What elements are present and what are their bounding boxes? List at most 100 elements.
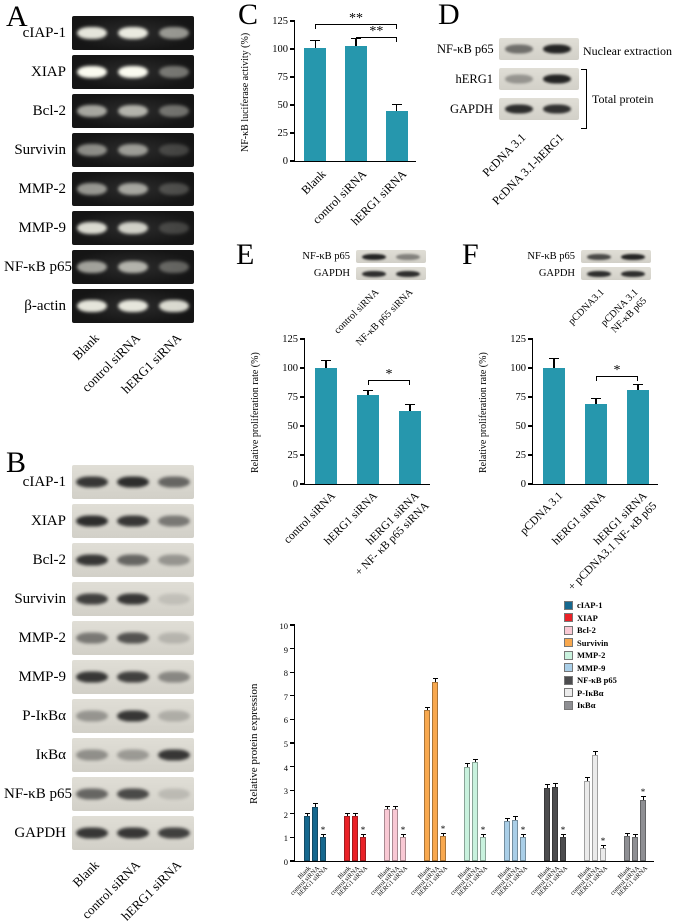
error-bar-cap [520, 834, 526, 836]
grouped-bar-MMP-9 [511, 819, 519, 861]
y-axis-tick [290, 695, 295, 697]
y-axis-tick-label: 10 [279, 621, 289, 631]
legend-color-swatch [564, 625, 573, 635]
legend-label: IκBα [577, 700, 596, 710]
error-bar-cap [432, 678, 438, 680]
blot-row-label: MMP-2 [18, 629, 66, 646]
grouped-bar-Survivin [423, 709, 431, 861]
error-bar-cap [544, 784, 550, 786]
protein-band [505, 44, 533, 54]
y-axis-tick [290, 671, 295, 673]
error-bar [354, 813, 356, 817]
panel-a-label: A [6, 0, 28, 33]
y-axis-tick-label: 125 [282, 334, 298, 345]
protein-band [587, 253, 611, 260]
y-axis-tick-label: 125 [510, 334, 526, 345]
y-axis-tick-label: 0 [520, 479, 526, 490]
grouped-bar-Survivin [439, 836, 447, 861]
grouped-bar-cIAP-1 [311, 806, 319, 861]
protein-band [621, 270, 645, 277]
blot-row: GAPDH [523, 267, 651, 280]
significance-star: * [480, 825, 486, 836]
y-axis-tick [290, 718, 295, 720]
y-axis-tick-label: 75 [277, 72, 289, 83]
error-bar [466, 764, 468, 767]
protein-band [118, 183, 148, 195]
y-axis-tick-label: 100 [282, 363, 298, 374]
protein-expression-chart: Relative protein expression 0 1 2 3 4 5 6 7 8 9 10… [230, 596, 681, 921]
y-axis-tick [300, 367, 305, 369]
gel-lane-image [72, 55, 194, 89]
error-bar [402, 835, 404, 838]
error-bar-cap [405, 403, 415, 406]
protein-band [159, 27, 189, 39]
error-bar [426, 707, 428, 710]
error-bar-cap [624, 832, 630, 834]
protein-band [159, 183, 189, 195]
grouped-bar-Bcl-2 [391, 809, 399, 861]
error-bar-cap [352, 812, 358, 814]
bar-hERG1-siRNA [385, 110, 408, 161]
blot-row: β-actin [4, 289, 230, 323]
blot-lane-image [356, 250, 426, 263]
protein-band [77, 222, 107, 234]
bar-hERG1-siRNA [585, 403, 607, 484]
protein-band [76, 671, 108, 683]
blot-row: NF-κB p65 [437, 38, 681, 60]
blot-row-label: GAPDH [449, 101, 493, 116]
blot-row-label: XIAP [30, 512, 66, 529]
lane-label: Blank [69, 330, 102, 363]
blot-row-label: NF-κB p65 [527, 251, 575, 262]
grouped-bar-MMP-9 [519, 837, 527, 861]
error-bar-cap [480, 834, 486, 836]
legend-label: MMP-9 [577, 662, 606, 673]
error-bar [355, 38, 357, 46]
protein-band [159, 300, 189, 312]
y-axis-tick-label: 100 [272, 44, 288, 55]
significance-star: * [320, 825, 326, 836]
protein-band [76, 554, 108, 566]
protein-band [76, 749, 108, 761]
blot-row-label: NF-κB p65 [4, 258, 72, 275]
error-bar [482, 835, 484, 838]
y-axis-tick-label: 6 [283, 715, 288, 726]
grouped-bar-P-IκBα [599, 848, 607, 861]
error-bar [626, 833, 628, 837]
error-bar [637, 385, 639, 391]
error-bar-cap [600, 844, 606, 846]
y-axis-tick [300, 454, 305, 456]
legend-item: XIAP [564, 613, 617, 623]
grouped-bar-Survivin [431, 681, 439, 861]
error-bar-cap [360, 834, 366, 836]
panel-d-total-protein-bracket [581, 69, 587, 129]
panel-c-plot-area: 0 25 50 75 100 125 Blank control siRNA hERG1 siR… [272, 12, 416, 228]
bar-hERG1-siRNA-+-NF--κB-p65-siRNA [399, 410, 421, 484]
protein-band [117, 554, 149, 566]
grouped-bar-P-IκBα [591, 754, 599, 861]
blot-row: MMP-2 [4, 172, 230, 206]
y-axis-tick-label: 50 [277, 100, 289, 111]
blot-lane-image [499, 98, 579, 120]
y-axis-tick [290, 813, 295, 815]
grouped-bar-XIAP [359, 837, 367, 861]
significance-bracket [315, 24, 397, 30]
error-bar [306, 813, 308, 817]
protein-band [159, 66, 189, 78]
legend-color-swatch [564, 700, 573, 710]
error-bar [514, 817, 516, 820]
protein-band [118, 105, 148, 117]
significance-star: * [520, 825, 526, 836]
protein-band [159, 261, 189, 273]
protein-band [118, 300, 148, 312]
panel-d-blots: NF-κB p65 hERG1 GAPDH PcDNA 3.1 PcDNA 3.1-hE… [437, 38, 681, 208]
error-bar [554, 784, 556, 787]
significance-star: * [560, 825, 566, 836]
blot-row: NF-κB p65 [523, 250, 651, 263]
y-axis-tick-label: 100 [510, 363, 526, 374]
blot-row-label: MMP-2 [18, 180, 66, 197]
panel-c-y-axis-title: NF-κB luciferase activity (%) [240, 32, 251, 152]
y-axis-tick-label: 75 [515, 392, 527, 403]
blot-lane-image [581, 267, 651, 280]
error-bar-cap [591, 398, 601, 400]
error-bar-cap [321, 359, 331, 362]
